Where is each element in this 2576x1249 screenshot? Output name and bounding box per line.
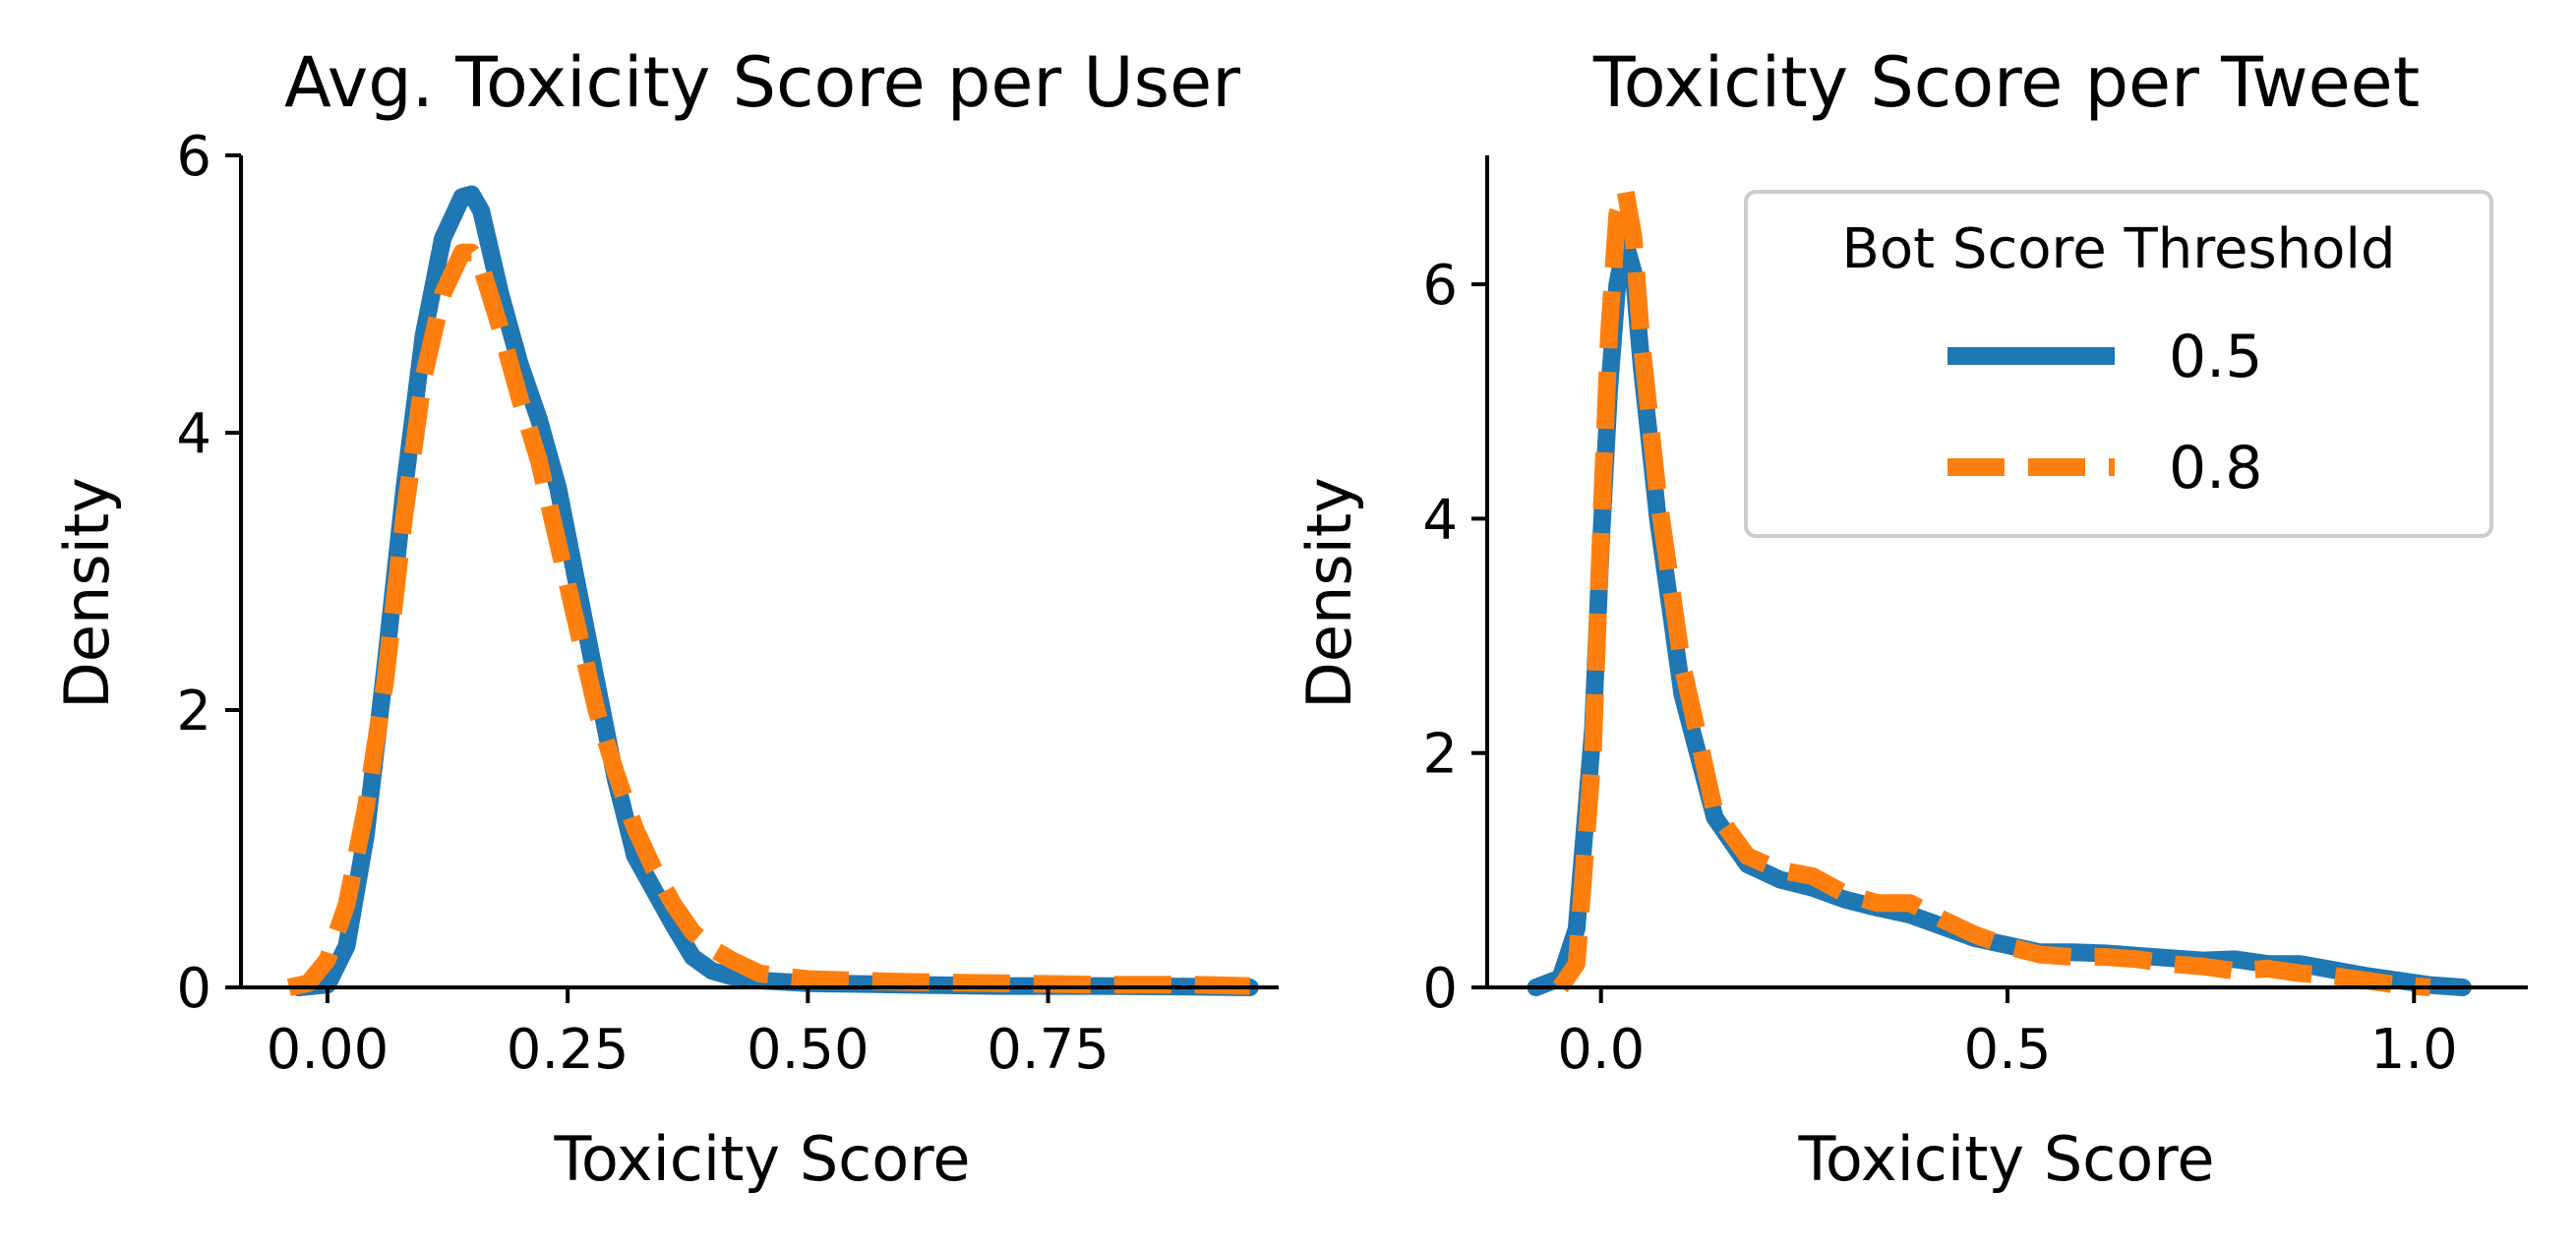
x-tick-label: 0.75 bbox=[987, 1018, 1109, 1082]
y-axis-label: Density bbox=[51, 477, 123, 709]
panel-user-density: Avg. Toxicity Score per User Density Tox… bbox=[51, 42, 1279, 1195]
x-tick-label: 0.50 bbox=[747, 1018, 869, 1082]
x-tick-label: 0.00 bbox=[267, 1018, 389, 1082]
legend-title: Bot Score Threshold bbox=[1841, 217, 2395, 281]
plot-area: 0.0 0.5 1.0 0 2 4 6 bbox=[1422, 155, 2528, 1082]
legend: Bot Score Threshold 0.5 0.8 bbox=[1744, 190, 2493, 538]
plot-area: 0.00 0.25 0.50 0.75 0 2 4 6 bbox=[176, 125, 1279, 1082]
y-axis-label: Density bbox=[1293, 477, 1365, 709]
series-line-0.8 bbox=[286, 243, 1250, 996]
x-tick-label: 0.5 bbox=[1963, 1018, 2051, 1082]
chart-title: Avg. Toxicity Score per User bbox=[284, 42, 1240, 123]
y-tick-label: 2 bbox=[176, 680, 211, 743]
x-axis-label: Toxicity Score bbox=[554, 1123, 971, 1195]
y-tick-label: 4 bbox=[176, 402, 211, 466]
x-tick-label: 1.0 bbox=[2370, 1018, 2458, 1082]
y-tick-label: 0 bbox=[176, 957, 211, 1021]
x-tick-label: 0.25 bbox=[507, 1018, 629, 1082]
legend-label-0.5: 0.5 bbox=[2169, 323, 2262, 391]
series-line-0.8 bbox=[1553, 181, 2431, 996]
x-axis-label: Toxicity Score bbox=[1798, 1123, 2215, 1195]
y-tick-label: 0 bbox=[1422, 957, 1458, 1021]
panel-tweet-density: Toxicity Score per Tweet Density Toxicit… bbox=[1293, 42, 2528, 1195]
y-tick-label: 4 bbox=[1422, 488, 1458, 552]
legend-label-0.8: 0.8 bbox=[2169, 434, 2262, 503]
y-tick-label: 6 bbox=[176, 125, 211, 189]
y-tick-label: 2 bbox=[1422, 723, 1458, 787]
chart-title: Toxicity Score per Tweet bbox=[1592, 42, 2420, 123]
y-tick-label: 6 bbox=[1422, 254, 1458, 318]
series-line-0.5 bbox=[289, 185, 1259, 996]
x-tick-label: 0.0 bbox=[1557, 1018, 1645, 1082]
legend-box bbox=[1744, 190, 2493, 538]
